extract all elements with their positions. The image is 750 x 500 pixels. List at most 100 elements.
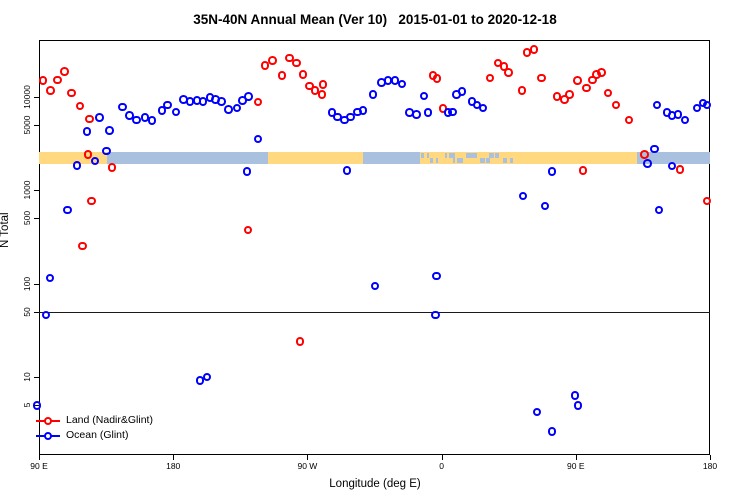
y-axis-tick-label: 50 [22,306,32,317]
land-data-point [295,336,305,346]
ocean-data-point [82,127,92,136]
ocean-data-point [412,110,422,119]
ocean-data-point [41,310,51,320]
ocean-data-point [72,161,82,170]
y-axis-label: N Total [0,212,11,248]
ocean-data-point [540,201,550,211]
ocean-data-point [224,105,234,114]
y-axis-tick [34,190,39,191]
ocean-data-point [650,144,660,154]
legend: Land (Nadir&Glint) Ocean (Glint) [36,413,153,443]
surface-band-mixed-speckle [486,157,491,163]
ocean-data-point [432,271,442,281]
x-axis-tick-label: 90 E [567,461,585,471]
land-data-point [578,166,588,175]
land-data-point [243,225,253,235]
x-axis-tick-label: 90 W [297,461,318,471]
surface-band-mixed-speckle [426,152,429,158]
ocean-data-point [105,126,115,136]
x-axis-tick [173,455,175,460]
ocean-data-point [102,146,112,156]
land-data-point [268,56,278,66]
x-axis-label: Longitude (deg E) [329,478,421,490]
ocean-data-point [532,407,542,417]
surface-band-mixed-speckle [448,152,455,158]
x-axis-tick [39,455,40,460]
land-data-point [565,90,575,99]
land-data-point [485,73,495,83]
legend-item-ocean: Ocean (Glint) [36,428,153,443]
land-data-point [46,86,56,95]
land-data-point [253,97,263,107]
ocean-data-point [327,108,337,117]
ocean-data-point [32,401,42,411]
land-data-point [107,163,117,173]
ocean-data-point [370,281,380,291]
land-data-point [75,101,85,111]
y-axis-tick-label: 5000 [22,115,32,135]
surface-band-mixed-speckle [421,152,425,158]
land-data-point [432,74,442,84]
land-legend-circle-icon [44,417,52,425]
land-data-point [83,150,93,160]
y-axis-tick-label: 5 [22,402,32,408]
legend-label-land: Land (Nadir&Glint) [66,414,153,426]
surface-band-mixed-speckle [480,157,486,163]
ocean-data-point [90,156,100,166]
ocean-data-point [397,79,407,89]
land-data-point [560,95,569,104]
ocean-data-point [547,427,557,436]
land-data-point [78,241,88,251]
ocean-data-point [423,108,433,117]
land-data-point [517,86,527,95]
ocean-data-point [368,90,378,99]
ocean-data-point [518,191,528,201]
y-axis-tick-label: 10000 [22,84,32,109]
surface-band-ocean-segment [106,151,269,164]
ocean-data-point [673,110,683,119]
land-data-point [675,165,685,174]
surface-band-ocean-segment [363,151,420,164]
surface-band-mixed-speckle [471,152,477,158]
land-data-point [87,196,97,206]
land-data-point [277,71,287,80]
ocean-data-point [702,100,712,110]
y-axis-tick-label: 100 [22,276,32,291]
land-data-point [640,149,650,159]
ocean-data-point [654,205,664,215]
ocean-data-point [667,161,677,171]
legend-label-ocean: Ocean (Glint) [66,429,129,441]
surface-band-mixed-speckle [465,152,472,158]
x-axis-tick [307,455,309,460]
x-axis-tick [710,455,711,460]
x-axis-tick-label: 180 [166,461,181,471]
legend-item-land: Land (Nadir&Glint) [36,413,153,428]
ocean-data-point [202,372,212,382]
land-data-point [260,61,270,71]
land-data-point [504,68,514,77]
threshold-line [39,311,710,313]
ocean-data-point [242,167,252,177]
surface-band-mixed-speckle [430,157,434,163]
ocean-data-point [95,113,105,123]
land-data-point [552,92,562,101]
surface-band-mixed-speckle [488,152,494,158]
x-axis-tick-label: 180 [702,461,718,471]
y-axis-tick-label: 500 [22,211,32,226]
y-axis-tick [34,96,39,98]
ocean-data-point [132,115,142,125]
y-axis-tick [34,283,39,285]
x-axis-tick [575,455,577,460]
x-axis-tick [441,455,443,460]
x-axis-tick-label: 90 E [30,461,48,471]
surface-band-mixed-segment [419,151,521,164]
ocean-data-point [431,310,441,320]
land-data-point [53,75,63,85]
land-data-point [624,115,634,125]
ocean-data-point [171,107,181,117]
ocean-data-point [147,116,157,125]
land-data-point [611,100,621,110]
ocean-data-point [157,106,167,116]
land-data-point [573,76,582,85]
ocean-data-point [45,273,55,283]
